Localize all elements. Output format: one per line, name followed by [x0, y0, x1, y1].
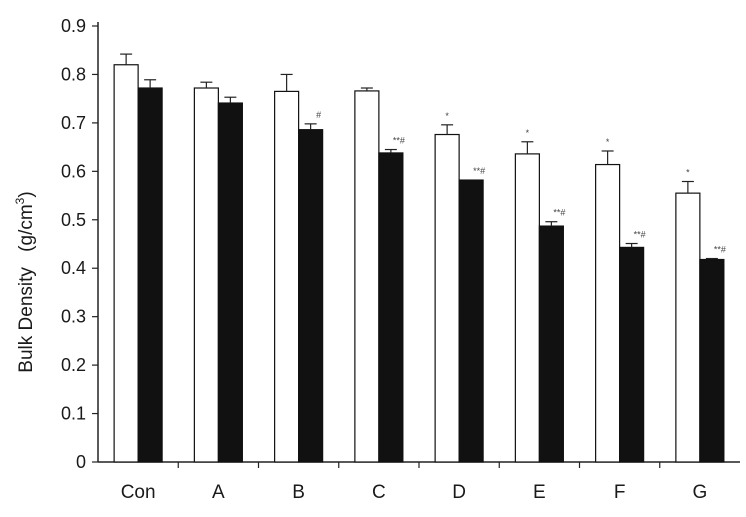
significance-label: *	[445, 111, 449, 121]
y-tick-label: 0.6	[61, 161, 86, 181]
significance-label: *	[526, 128, 530, 138]
significance-label: **#	[473, 166, 485, 176]
y-axis-unit-superscript: 3	[13, 197, 27, 204]
bar	[274, 90, 300, 463]
significance-label: #	[316, 110, 321, 120]
y-axis-title-text: Bulk Density	[16, 267, 37, 373]
x-tick-label: E	[533, 482, 546, 503]
bars	[113, 53, 725, 463]
significance-label: *	[686, 168, 690, 178]
bar	[137, 87, 163, 463]
x-tick-label: C	[372, 482, 386, 503]
bar	[458, 179, 484, 463]
y-tick-label: 0.7	[61, 113, 86, 133]
y-axis-title: Bulk Density (g/cm3)	[13, 191, 37, 372]
y-tick-label: 0.5	[61, 210, 86, 230]
y-tick-label: 0.1	[61, 404, 86, 424]
bar	[113, 64, 139, 463]
bar	[217, 102, 243, 463]
y-axis-unit-close: )	[16, 191, 37, 197]
x-tick-label: B	[292, 482, 305, 503]
bar	[514, 153, 540, 463]
x-tick-label: Con	[121, 482, 156, 503]
significance-label: *	[606, 137, 610, 147]
bar	[595, 163, 621, 463]
bar	[699, 258, 725, 463]
y-tick-label: 0	[76, 452, 86, 472]
bar	[675, 192, 701, 463]
y-tick-label: 0.3	[61, 307, 86, 327]
bar	[298, 129, 324, 463]
bar	[193, 87, 219, 463]
y-tick-label: 0.4	[61, 258, 86, 278]
x-tick-label: G	[692, 482, 707, 503]
x-tick-label: A	[212, 482, 225, 503]
y-tick-label: 0.8	[61, 64, 86, 84]
significance-label: **#	[634, 230, 646, 240]
bar	[619, 246, 645, 463]
bar	[538, 225, 564, 463]
x-tick-label: F	[614, 482, 626, 503]
y-tick-label: 0.2	[61, 355, 86, 375]
significance-label: **#	[714, 245, 726, 255]
y-axis-unit: (g/cm	[16, 204, 37, 252]
y-tick-label: 0.9	[61, 16, 86, 36]
significance-label: **#	[393, 136, 405, 146]
x-tick-label: D	[452, 482, 466, 503]
bar	[378, 152, 404, 463]
bar	[434, 133, 460, 463]
bar	[354, 90, 380, 463]
significance-label: **#	[553, 208, 565, 218]
